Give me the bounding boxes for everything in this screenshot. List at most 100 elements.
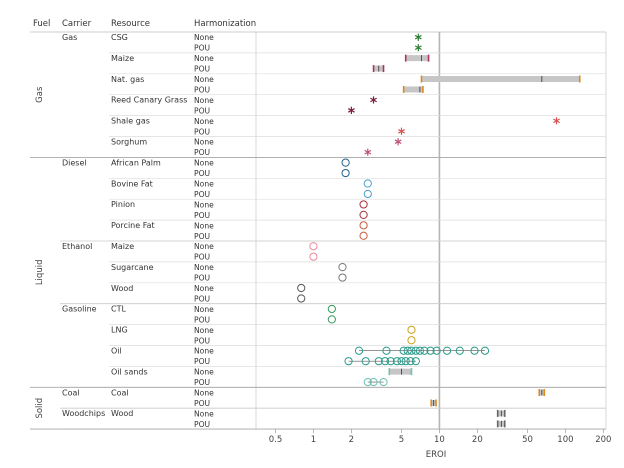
harmonization-label: POU: [194, 232, 210, 241]
point-f1-c2-r2-pou-3: [380, 357, 390, 366]
resource-label: Oil sands: [111, 367, 148, 376]
fuel-label: Solid: [35, 398, 45, 419]
harmonization-label: None: [194, 180, 214, 189]
harmonization-label: POU: [194, 357, 210, 366]
x-tick-label: 5: [399, 435, 404, 445]
point-f1-c2-r2-none-2: [399, 346, 408, 355]
resource-label: Pinion: [111, 200, 135, 209]
point-f0-c0-r0-none-0: [414, 33, 422, 41]
carrier-label: Diesel: [62, 158, 87, 167]
header-carrier: Carrier: [62, 19, 92, 29]
point-f1-c2-r2-pou-8: [406, 357, 415, 366]
point-f1-c2-r2-none-13: [480, 346, 490, 355]
x-tick-label: 1: [311, 435, 316, 445]
point-f1-c1-r0-none-0: [309, 242, 318, 251]
harmonization-label: None: [194, 54, 214, 63]
point-f1-c0-r0-pou-0: [341, 168, 350, 178]
point-f1-c2-r2-none-8: [426, 346, 435, 355]
carrier-label: Gasoline: [62, 305, 97, 314]
box-f0-c0-r2-none: [421, 76, 580, 83]
harmonization-label: None: [194, 33, 214, 42]
point-f1-c2-r2-pou-4: [386, 357, 395, 366]
resource-label: Nat. gas: [111, 75, 144, 84]
carrier-label: Coal: [62, 388, 80, 397]
point-f0-c0-r5-none-0: [394, 138, 402, 146]
x-tick-label: 10: [434, 435, 445, 445]
resource-label: Wood: [111, 409, 133, 418]
resource-label: Shale gas: [111, 117, 150, 126]
x-tick-label: 0.5: [269, 435, 283, 445]
point-f0-c0-r4-pou-0: [398, 127, 405, 135]
header-harmonization: Harmonization: [194, 19, 256, 29]
point-f1-c2-r3-pou-0: [363, 377, 372, 387]
harmonization-label: POU: [194, 253, 210, 262]
resource-label: Coal: [111, 388, 129, 397]
harmonization-label: POU: [194, 44, 210, 53]
harmonization-label: None: [194, 284, 214, 293]
point-f1-c1-r1-none-0: [338, 263, 347, 272]
harmonization-label: POU: [194, 85, 210, 94]
harmonization-label: POU: [194, 106, 210, 115]
box-f1-c2-r3-none: [389, 368, 412, 375]
resource-label: Porcine Fat: [111, 221, 155, 230]
point-f1-c2-r2-none-4: [407, 346, 416, 355]
carrier-label: Woodchips: [62, 409, 105, 418]
point-f1-c2-r2-pou-2: [374, 357, 383, 366]
resource-label: Wood: [111, 284, 133, 293]
point-f1-c1-r2-pou-0: [297, 294, 306, 303]
point-f1-c0-r3-pou-0: [359, 231, 368, 240]
point-f1-c2-r2-none-10: [442, 346, 452, 355]
harmonization-label: None: [194, 347, 214, 356]
point-f1-c2-r2-pou-9: [411, 357, 420, 366]
point-f0-c0-r3-pou-0: [347, 106, 355, 114]
point-f1-c2-r3-pou-2: [379, 377, 388, 387]
point-f0-c0-r4-none-0: [553, 117, 560, 125]
header-resource: Resource: [111, 19, 150, 29]
point-f1-c0-r2-pou-0: [359, 210, 368, 219]
harmonization-label: POU: [194, 420, 210, 429]
x-axis-title: EROI: [426, 450, 446, 460]
x-tick-label: 50: [522, 435, 533, 445]
resource-label: CTL: [111, 305, 126, 314]
harmonization-label: None: [194, 368, 214, 377]
point-f1-c1-r1-pou-0: [338, 273, 347, 282]
harmonization-label: None: [194, 117, 214, 126]
resource-label: Sorghum: [111, 138, 147, 147]
point-f1-c2-r1-none-0: [407, 325, 416, 334]
harmonization-label: POU: [194, 315, 210, 324]
point-f1-c2-r2-pou-5: [392, 357, 402, 366]
harmonization-label: None: [194, 242, 214, 251]
box-f0-c0-r2-pou: [403, 86, 423, 93]
harmonization-label: POU: [194, 127, 210, 136]
x-tick-label: 200: [595, 435, 611, 445]
harmonization-label: None: [194, 389, 214, 398]
harmonization-label: None: [194, 200, 214, 209]
point-f1-c2-r2-none-1: [382, 346, 391, 355]
box-f0-c0-r1-none: [405, 55, 429, 62]
resource-label: African Palm: [111, 158, 161, 167]
x-tick-label: 2: [349, 435, 354, 445]
resource-label: Sugarcane: [111, 263, 154, 272]
harmonization-label: None: [194, 221, 214, 230]
point-f1-c2-r2-none-7: [420, 346, 429, 355]
point-f0-c0-r3-none-0: [370, 96, 377, 104]
harmonization-label: POU: [194, 399, 210, 408]
resource-label: LNG: [111, 326, 128, 335]
point-f1-c2-r2-none-0: [354, 346, 364, 355]
carrier-label: Gas: [62, 33, 77, 42]
harmonization-label: None: [194, 159, 214, 168]
point-f1-c2-r3-pou-1: [369, 377, 378, 387]
harmonization-label: None: [194, 326, 214, 335]
harmonization-label: None: [194, 263, 214, 272]
point-f1-c2-r0-pou-0: [327, 315, 336, 324]
point-f1-c2-r2-none-12: [470, 346, 479, 355]
point-f1-c2-r2-none-5: [411, 346, 420, 355]
harmonization-label: POU: [194, 274, 210, 283]
point-f1-c0-r0-none-0: [341, 158, 350, 167]
harmonization-label: None: [194, 409, 214, 418]
harmonization-label: POU: [194, 211, 210, 220]
point-f1-c0-r2-none-0: [359, 200, 368, 209]
point-f0-c0-r5-pou-0: [364, 148, 372, 156]
